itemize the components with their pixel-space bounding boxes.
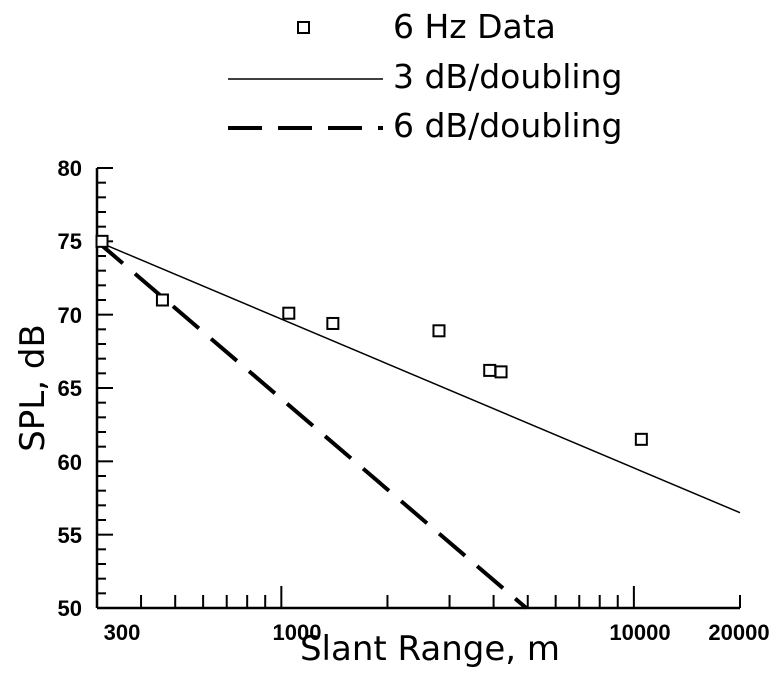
- x-tick-label: 300: [104, 620, 141, 645]
- y-ticks: [97, 167, 113, 609]
- legend-label-3db: 3 dB/doubling: [393, 57, 622, 96]
- data-point: [155, 293, 169, 307]
- x-tick-label: 10000: [609, 620, 670, 645]
- y-tick-label: 65: [58, 376, 82, 401]
- y-tick-label: 50: [58, 596, 82, 621]
- x-tick-label: 20000: [708, 620, 769, 645]
- y-tick-label: 75: [58, 229, 82, 254]
- series-lines: [95, 239, 741, 610]
- data-point: [326, 316, 340, 330]
- data-point: [95, 234, 109, 248]
- data-point: [282, 306, 296, 320]
- data-point: [494, 365, 508, 379]
- data-point: [483, 363, 497, 377]
- x-ticks: [96, 586, 741, 608]
- y-axis-title: SPL, dB: [13, 324, 53, 452]
- legend-label-6db: 6 dB/doubling: [393, 106, 622, 145]
- legend-label-6hz-data: 6 Hz Data: [393, 7, 556, 46]
- y-tick-label: 55: [58, 523, 82, 548]
- x-axis-title: Slant Range, m: [300, 629, 560, 669]
- legend-marker-6hz-data: [297, 21, 310, 34]
- x-tick-label: 1000: [273, 620, 322, 645]
- y-tick-label: 80: [58, 156, 82, 181]
- legend: 6 Hz Data 3 dB/doubling 6 dB/doubling: [228, 7, 622, 145]
- y-tick-labels: 50 55 60 65 70 75 80: [58, 156, 82, 621]
- series-line-6db-doubling: [95, 239, 528, 610]
- y-tick-label: 70: [58, 303, 82, 328]
- data-point: [432, 324, 446, 338]
- series-points: [95, 234, 648, 446]
- data-point: [634, 432, 648, 446]
- y-tick-label: 60: [58, 450, 82, 475]
- series-line-3db-doubling: [96, 240, 741, 514]
- x-tick-labels: 300 1000 10000 20000: [104, 620, 770, 645]
